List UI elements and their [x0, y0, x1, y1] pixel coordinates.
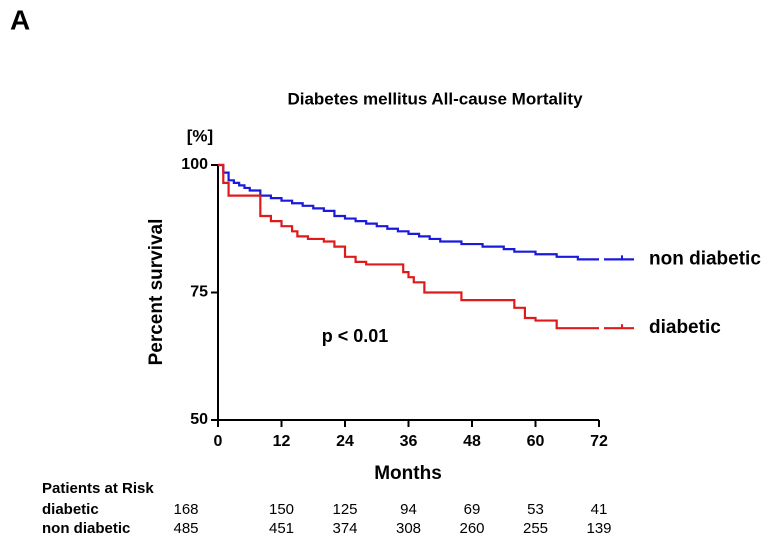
annotation: p < 0.01 [322, 326, 389, 346]
y-unit-label: [%] [187, 126, 213, 145]
risk-value: 125 [332, 501, 357, 518]
x-tick-label: 24 [336, 433, 354, 450]
legend-label: diabetic [649, 317, 721, 338]
risk-value: 308 [396, 520, 421, 537]
risk-value: 255 [523, 520, 548, 537]
risk-value: 451 [269, 520, 294, 537]
x-tick-label: 48 [463, 433, 481, 450]
risk-value: 374 [332, 520, 357, 537]
risk-value: 485 [173, 520, 198, 537]
survival-curve [218, 163, 599, 330]
risk-value: 69 [464, 501, 481, 518]
survival-curve [218, 163, 599, 261]
y-tick-label: 75 [190, 284, 208, 301]
x-axis-label: Months [374, 463, 442, 484]
y-axis-label: Percent survival [146, 219, 167, 366]
risk-value: 168 [173, 501, 198, 518]
risk-row-label: non diabetic [42, 520, 130, 537]
chart-title: Diabetes mellitus All-cause Mortality [287, 89, 583, 108]
x-tick-label: 60 [527, 433, 545, 450]
y-tick-label: 50 [190, 411, 208, 428]
risk-value: 139 [586, 520, 611, 537]
panel-label: A [10, 4, 30, 35]
risk-value: 260 [459, 520, 484, 537]
x-tick-label: 72 [590, 433, 608, 450]
risk-value: 53 [527, 501, 544, 518]
x-tick-label: 12 [273, 433, 291, 450]
x-tick-label: 0 [214, 433, 223, 450]
risk-value: 94 [400, 501, 417, 518]
legend-label: non diabetic [649, 248, 761, 269]
y-tick-label: 100 [181, 156, 208, 173]
risk-table-title: Patients at Risk [42, 480, 154, 497]
risk-row-label: diabetic [42, 501, 99, 518]
risk-value: 41 [591, 501, 608, 518]
x-tick-label: 36 [400, 433, 418, 450]
risk-value: 150 [269, 501, 294, 518]
